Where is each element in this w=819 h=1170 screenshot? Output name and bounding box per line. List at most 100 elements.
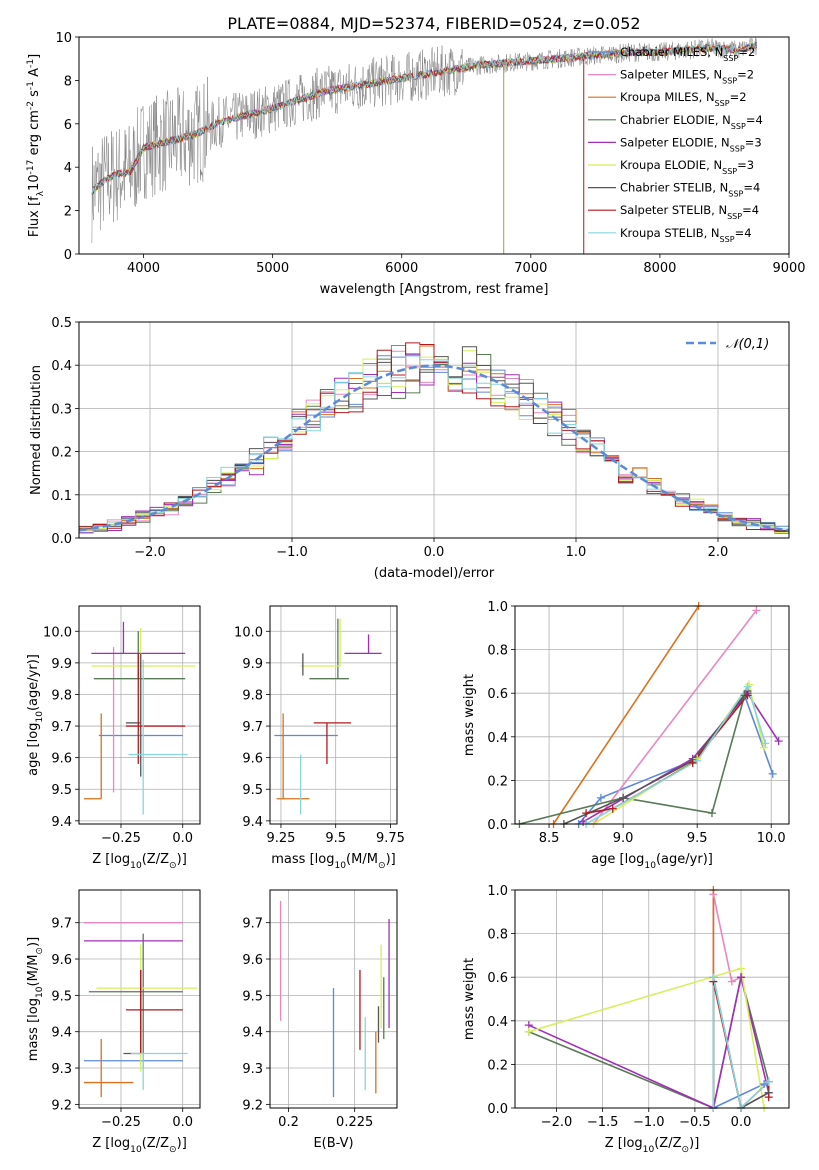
axes-frame: [78, 889, 201, 1109]
errorbar-point-2: [276, 713, 310, 800]
x-axis-label: age [log10(age/yr)]: [591, 852, 713, 871]
model-spectrum-7: [91, 43, 758, 196]
weight-marker: [761, 739, 770, 748]
plot-area: [83, 621, 196, 815]
y-tick-label: 9.3: [51, 1062, 72, 1077]
x-tick-label: 4000: [127, 261, 160, 276]
axes-frame: [78, 605, 201, 825]
errorbar-point-2: [83, 1038, 134, 1098]
errorbar-point-3: [309, 618, 349, 680]
y-tick-label: 2: [64, 205, 72, 220]
y-tick-label: 9.4: [242, 1026, 263, 1041]
plot-area: [519, 606, 780, 824]
axes-frame: [514, 889, 790, 1109]
x-tick-label: 0.2: [278, 1115, 299, 1130]
x-axis-label: Z [log10(Z/Z⊙)]: [605, 1136, 700, 1155]
y-tick-label: 9.5: [242, 989, 263, 1004]
weight-marker: [619, 793, 628, 802]
x-tick-label: 0.0: [731, 1115, 752, 1130]
weight-marker: [764, 1093, 773, 1102]
weight-marker: [768, 769, 777, 778]
figure-title: PLATE=0884, MJD=52374, FIBERID=0524, z=0…: [227, 14, 640, 33]
x-tick-label: −1.0: [633, 1115, 665, 1130]
x-tick-label: 10.0: [757, 831, 786, 846]
y-tick-label: 0.4: [51, 359, 72, 374]
plot-area: [79, 342, 789, 534]
x-tick-label: 6000: [385, 261, 418, 276]
y-tick-label: 9.3: [242, 1062, 263, 1077]
y-tick-label: 0.1: [51, 489, 72, 504]
plot-area: [279, 900, 390, 1098]
y-tick-label: 9.9: [242, 657, 263, 672]
x-tick-label: 0.0: [172, 1115, 193, 1130]
weight-line-2: [552, 606, 700, 824]
weight-marker: [743, 682, 752, 691]
errorbar-point-7: [125, 653, 186, 764]
x-axis-label: wavelength [Angstrom, rest frame]: [320, 282, 549, 297]
y-axis-label: mass [log10(M/M⊙)]: [26, 937, 45, 1061]
panel-weight_vs_Z: −2.0 −1.5 −1.0 −0.5 0.0 0.0 0.2 0.4 0.6 0.8 1.0 Z […: [462, 884, 790, 1155]
y-tick-label: 9.7: [242, 917, 263, 932]
y-tick-label: 9.6: [51, 953, 72, 968]
legend-entry: Salpeter MILES, NSSP=2: [620, 68, 754, 86]
y-tick-label: 0.2: [51, 446, 72, 461]
panel-weight_vs_age: 8.5 9.0 9.5 10.0 0.0 0.2 0.4 0.6 0.8 1.0 age [log1…: [462, 600, 790, 871]
weight-marker: [764, 1077, 773, 1086]
weight-line-1: [592, 609, 758, 824]
plot-area: [528, 890, 770, 1108]
legend-entry: Chabrier STELIB, NSSP=4: [620, 181, 760, 199]
y-axis-label: Flux [fλ10-17 erg cm-2 s-1 A-1]: [26, 54, 46, 237]
x-tick-label: −0.25: [101, 831, 141, 846]
y-tick-label: 6: [64, 118, 72, 133]
y-tick-label: 9.2: [242, 1098, 263, 1113]
y-axis-label: mass weight: [462, 958, 477, 1040]
y-tick-label: 0.0: [487, 818, 508, 833]
x-tick-label: 0.0: [172, 831, 193, 846]
errorbar-point-4: [344, 634, 382, 655]
errorbar-point-7: [125, 969, 183, 1054]
observed-spectrum: [91, 37, 757, 244]
model-spectrum-8: [91, 42, 757, 195]
model-spectrum-6: [91, 42, 758, 196]
x-tick-label: −2.0: [541, 1115, 573, 1130]
y-tick-label: 9.5: [51, 783, 72, 798]
weight-marker: [709, 973, 718, 982]
y-axis-label: Normed distribution: [29, 365, 44, 495]
x-tick-label: −1.5: [587, 1115, 619, 1130]
y-tick-label: 9.8: [242, 688, 263, 703]
y-tick-label: 0: [64, 248, 72, 263]
weight-marker: [727, 977, 736, 986]
y-tick-label: 4: [64, 161, 72, 176]
weight-marker: [608, 804, 617, 813]
weight-marker: [760, 1080, 769, 1089]
errorbar-point-8: [130, 1052, 188, 1090]
y-tick-label: 0.6: [487, 971, 508, 986]
y-tick-label: 9.7: [242, 720, 263, 735]
y-tick-label: 0.4: [487, 1015, 508, 1030]
x-axis-label: (data-model)/error: [374, 566, 495, 581]
axes-frame: [269, 889, 398, 1109]
y-tick-label: 1.0: [487, 884, 508, 899]
y-tick-label: 9.5: [242, 783, 263, 798]
y-tick-label: 9.5: [51, 989, 72, 1004]
y-tick-label: 9.7: [51, 720, 72, 735]
errorbar-point-5: [300, 618, 341, 667]
weight-marker: [582, 809, 591, 818]
y-tick-label: 9.2: [51, 1098, 72, 1113]
legend-entry: Salpeter ELODIE, NSSP=3: [620, 135, 762, 153]
y-tick-label: 9.7: [51, 917, 72, 932]
legend-entry: Chabrier MILES, NSSP=2: [620, 45, 755, 63]
y-tick-label: 9.4: [51, 1026, 72, 1041]
axes-frame: [78, 36, 790, 255]
y-tick-label: 0.5: [51, 316, 72, 331]
weight-line-8: [585, 684, 767, 824]
y-tick-label: 9.8: [51, 688, 72, 703]
y-tick-label: 0.2: [487, 774, 508, 789]
panel-mass_vs_Z: −0.25 0.0 9.2 9.3 9.4 9.5 9.6 9.7 Z [log10(Z/Z⊙)…: [26, 889, 201, 1155]
y-tick-label: 1.0: [487, 600, 508, 615]
weight-marker: [707, 809, 716, 818]
y-tick-label: 0.0: [487, 1102, 508, 1117]
x-tick-label: 5000: [256, 261, 289, 276]
panel-mass_vs_ebv: 0.2 0.225 9.2 9.3 9.4 9.5 9.6 9.7 E(B-V): [242, 889, 398, 1151]
weight-marker: [752, 606, 761, 615]
